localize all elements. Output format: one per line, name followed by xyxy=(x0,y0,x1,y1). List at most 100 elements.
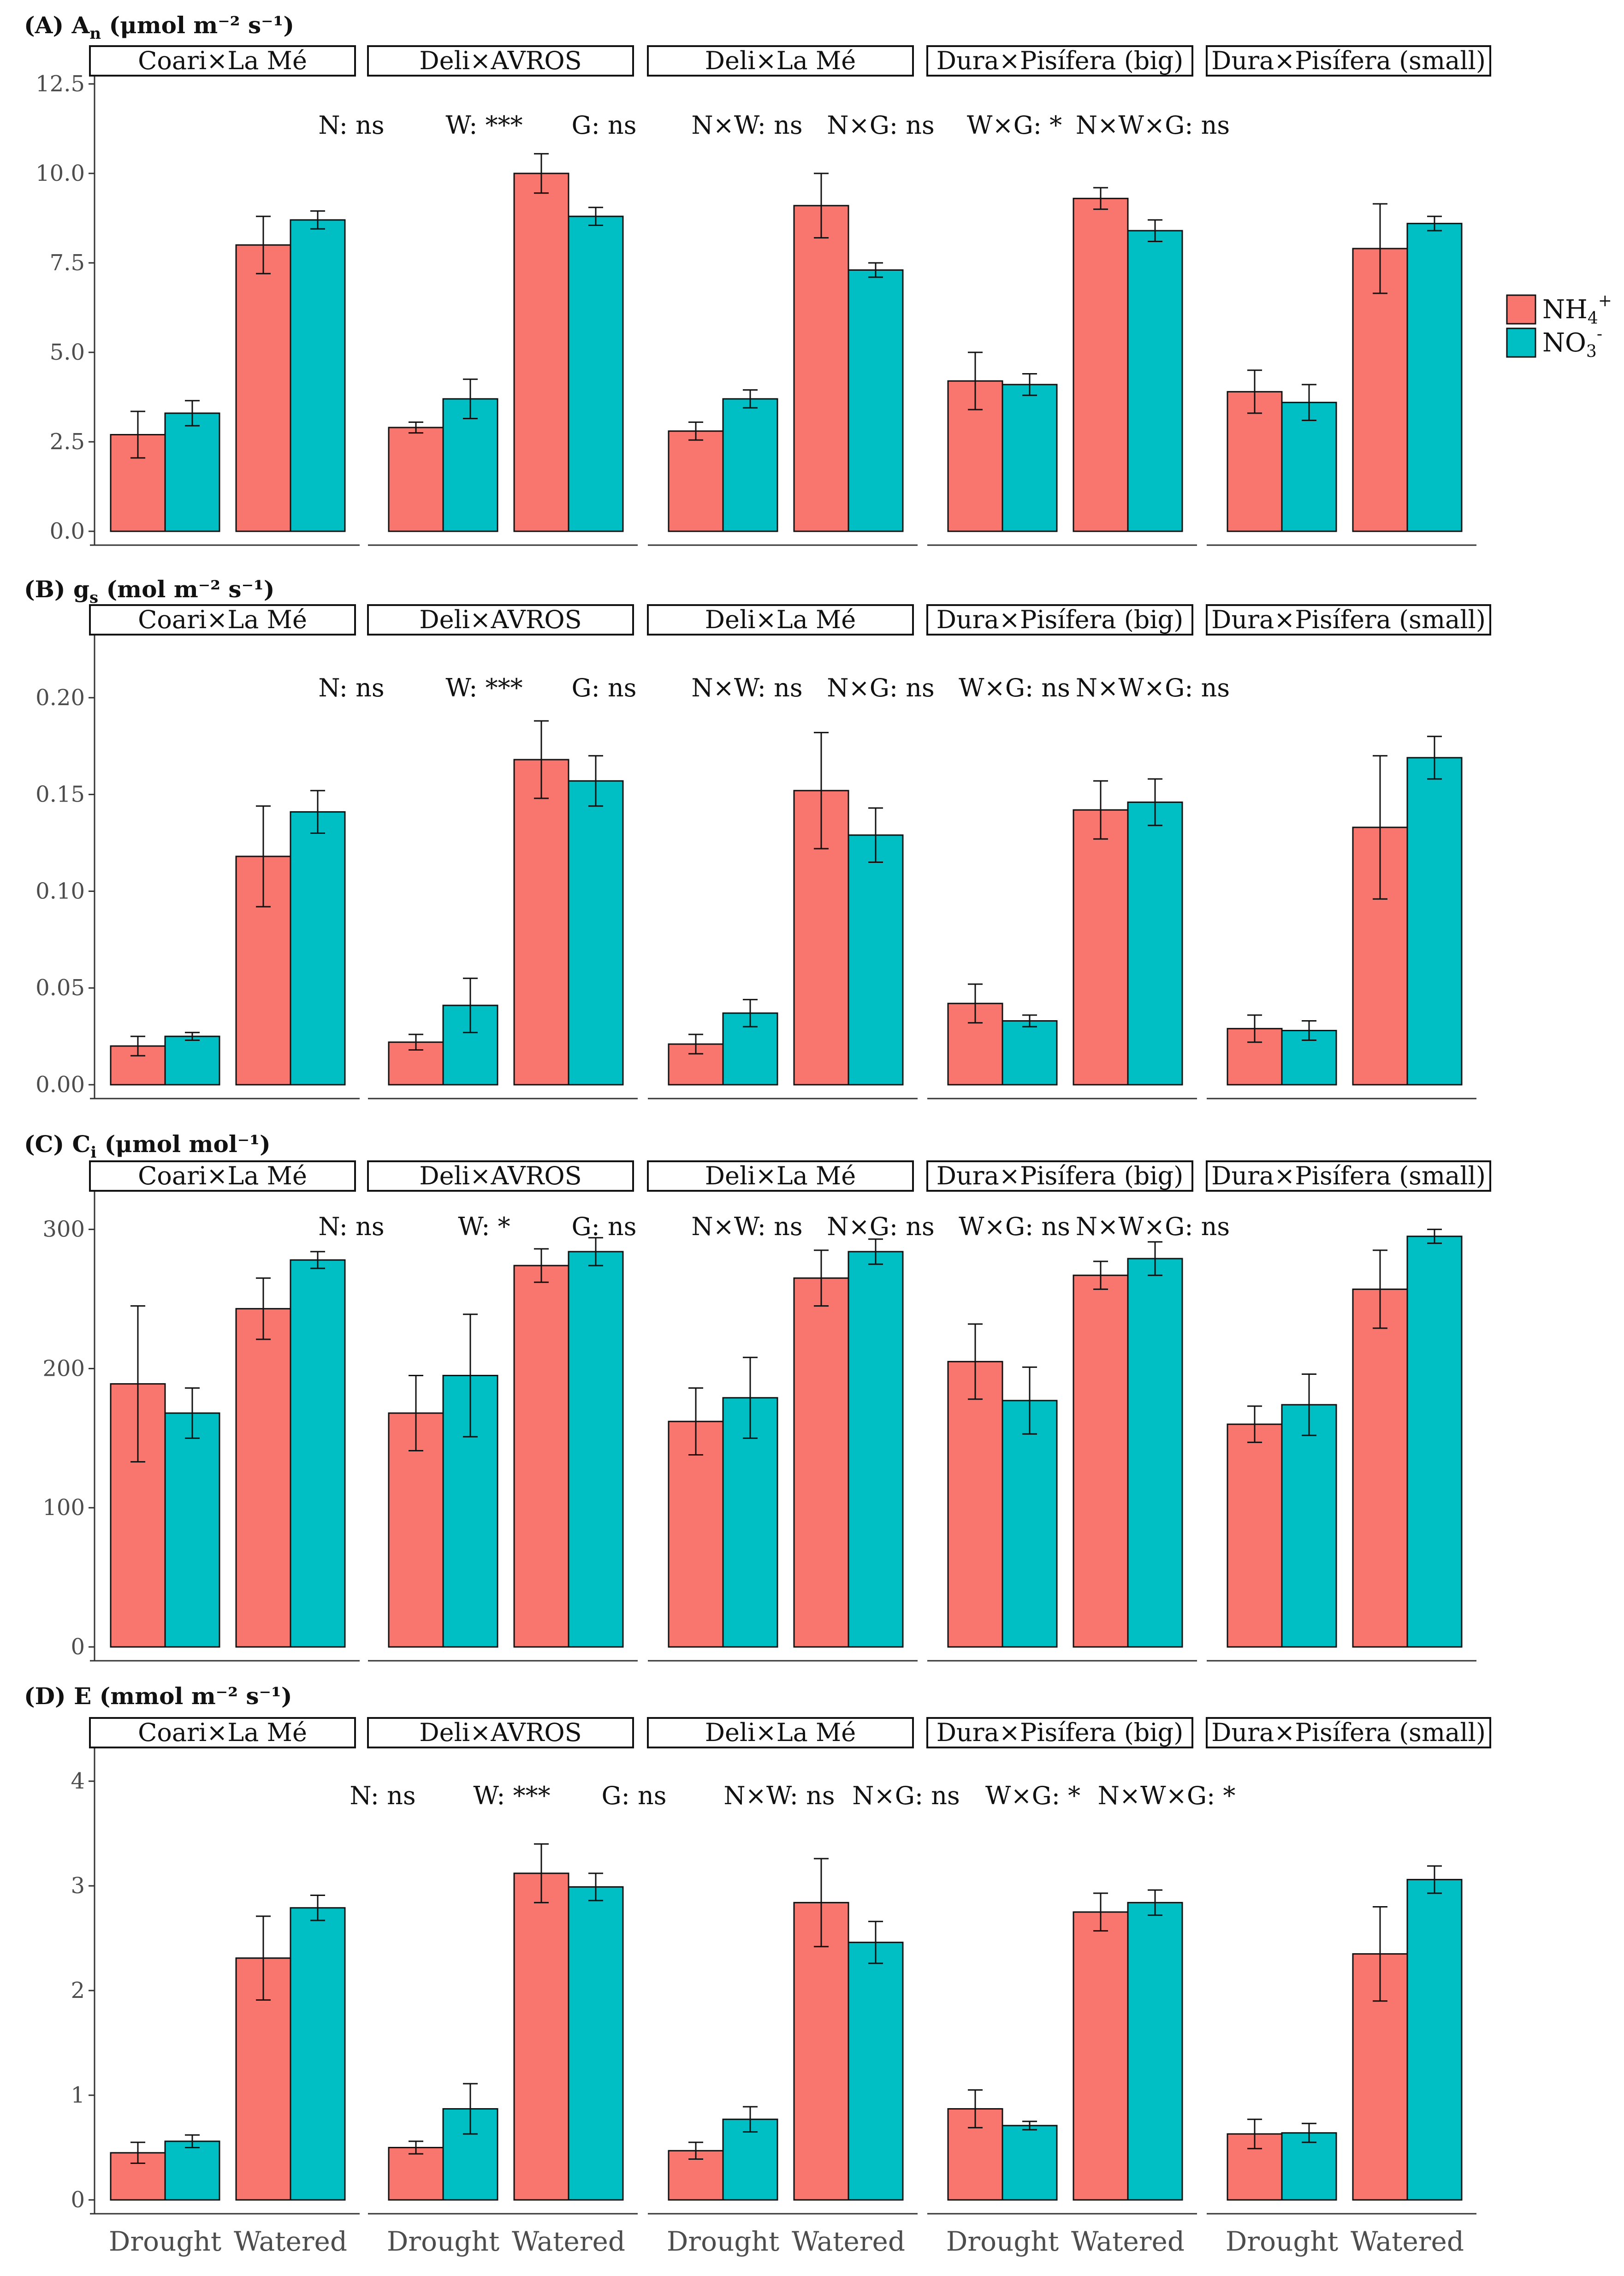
bar-no3-watered xyxy=(568,780,624,1086)
bar-no3-watered xyxy=(848,269,904,532)
error-bar xyxy=(310,790,325,834)
error-bar xyxy=(256,1915,271,2001)
y-tick-label: 4 xyxy=(71,1768,85,1794)
significance-annotation: W: * xyxy=(458,1212,510,1241)
bar-nh4-watered xyxy=(793,1902,849,2201)
bar-no3-drought xyxy=(164,412,220,532)
legend-swatch xyxy=(1506,327,1536,358)
x-category-label: Watered xyxy=(512,2226,625,2257)
facet-4: Dura×Pisífera (big) xyxy=(926,1160,1197,1662)
significance-annotation: W: *** xyxy=(473,1781,550,1810)
significance-annotation: N×W×G: ns xyxy=(1076,111,1230,140)
panel-4: (D) E (mmol m⁻² s⁻¹) 0 1 2 3 4 Coari×La Mé Drou… xyxy=(24,1682,1491,2257)
error-bar xyxy=(1247,1014,1262,1043)
bar-nh4-watered xyxy=(1073,1911,1129,2201)
error-bar xyxy=(1093,187,1108,210)
error-bar xyxy=(1427,215,1442,232)
facet-5: Dura×Pisífera (small) xyxy=(1206,604,1491,1099)
error-bar xyxy=(968,2089,983,2128)
error-bar xyxy=(409,2140,423,2155)
significance-annotation: N×G: ns xyxy=(827,673,934,702)
facet-strip xyxy=(89,1160,356,1192)
facet-strip xyxy=(89,45,356,77)
facet-strip-label: Dura×Pisífera (small) xyxy=(1211,46,1486,75)
y-tick-label: 7.5 xyxy=(50,250,85,276)
error-bar xyxy=(1302,1373,1316,1436)
facet-strip-label: Dura×Pisífera (small) xyxy=(1211,1161,1486,1190)
significance-annotation: N×W: ns xyxy=(723,1781,835,1810)
y-tick-label: 200 xyxy=(42,1355,85,1381)
significance-annotation: N×W: ns xyxy=(691,111,802,140)
error-bar xyxy=(588,755,603,807)
error-bar xyxy=(463,1313,478,1438)
facet-2: Deli×AVROS xyxy=(367,1160,638,1662)
error-bar xyxy=(310,1894,325,1921)
error-bar xyxy=(185,2134,200,2149)
bar-no3-watered xyxy=(290,1259,346,1648)
significance-annotation: W×G: ns xyxy=(959,1212,1070,1241)
bar-no3-drought xyxy=(1002,1400,1058,1648)
y-tick-label: 0 xyxy=(71,1634,85,1660)
error-bar xyxy=(130,2141,145,2164)
error-bar xyxy=(743,998,758,1028)
facet-strip-label: Dura×Pisífera (big) xyxy=(936,605,1184,634)
significance-annotation: N×G: ns xyxy=(852,1781,960,1810)
legend-label: NO3- xyxy=(1542,325,1602,361)
error-bar xyxy=(588,1237,603,1266)
bar-no3-watered xyxy=(290,811,346,1086)
facet-strip-label: Dura×Pisífera (small) xyxy=(1211,1718,1486,1747)
facet-strip-label: Deli×La Mé xyxy=(705,1161,856,1190)
facet-strip xyxy=(647,604,914,636)
bar-no3-drought xyxy=(1281,1404,1337,1648)
y-tick-label: 100 xyxy=(42,1495,85,1521)
error-bar xyxy=(688,2141,703,2160)
facet-1: Coari×La Mé xyxy=(89,1160,360,1662)
y-tick-label: 1 xyxy=(71,2082,85,2108)
significance-annotation: N: ns xyxy=(318,1212,384,1241)
significance-annotation: G: ns xyxy=(572,673,637,702)
significance-annotation: N: ns xyxy=(350,1781,415,1810)
facet-strip xyxy=(1206,1717,1491,1748)
facet-4: Dura×Pisífera (big) xyxy=(926,45,1197,546)
error-bar xyxy=(588,1872,603,1902)
facet-1: Coari×La Mé Drought Watered xyxy=(89,1717,360,2257)
bar-no3-drought xyxy=(164,1035,220,1086)
y-tick-label: 5.0 xyxy=(50,339,85,365)
facet-strip xyxy=(89,604,356,636)
bar-nh4-drought xyxy=(1227,391,1283,532)
facet-strip-label: Deli×La Mé xyxy=(705,1718,856,1747)
bar-nh4-drought xyxy=(388,427,444,532)
facet-strip xyxy=(647,1717,914,1748)
error-bar xyxy=(130,410,145,459)
error-bar xyxy=(185,400,200,427)
x-category-label: Drought xyxy=(1226,2226,1338,2257)
bar-nh4-watered xyxy=(513,1872,569,2201)
error-bar xyxy=(814,1858,829,1948)
bar-nh4-watered xyxy=(1073,809,1129,1086)
facet-strip xyxy=(926,1717,1193,1748)
error-bar xyxy=(1302,384,1316,421)
y-tick-label: 0.15 xyxy=(36,782,85,808)
legend-label: NH4+ xyxy=(1542,291,1612,328)
facet-strip-label: Dura×Pisífera (big) xyxy=(936,1161,1184,1190)
error-bar xyxy=(256,215,271,274)
facet-strip xyxy=(926,1160,1193,1192)
y-tick-label: 0 xyxy=(71,2187,85,2213)
bar-no3-drought xyxy=(1002,2125,1058,2201)
bar-no3-watered xyxy=(1406,1236,1463,1648)
error-bar xyxy=(185,1032,200,1041)
significance-annotation: W: *** xyxy=(445,673,522,702)
error-bar xyxy=(688,421,703,441)
y-tick-label: 0.05 xyxy=(36,975,85,1001)
y-tick-label: 2 xyxy=(71,1978,85,2003)
bar-no3-drought xyxy=(722,398,778,532)
error-bar xyxy=(688,1034,703,1055)
panel-1: (A) An (μmol m⁻² s⁻¹) 0.0 2.5 5.0 7.5 10.0 12.… xyxy=(24,12,1491,546)
y-tick-label: 0.00 xyxy=(36,1072,85,1098)
bar-nh4-watered xyxy=(513,172,569,532)
error-bar xyxy=(1093,1892,1108,1932)
bar-nh4-watered xyxy=(235,244,291,532)
error-bar xyxy=(743,389,758,409)
bar-no3-watered xyxy=(1127,1258,1183,1648)
bar-no3-watered xyxy=(568,215,624,532)
